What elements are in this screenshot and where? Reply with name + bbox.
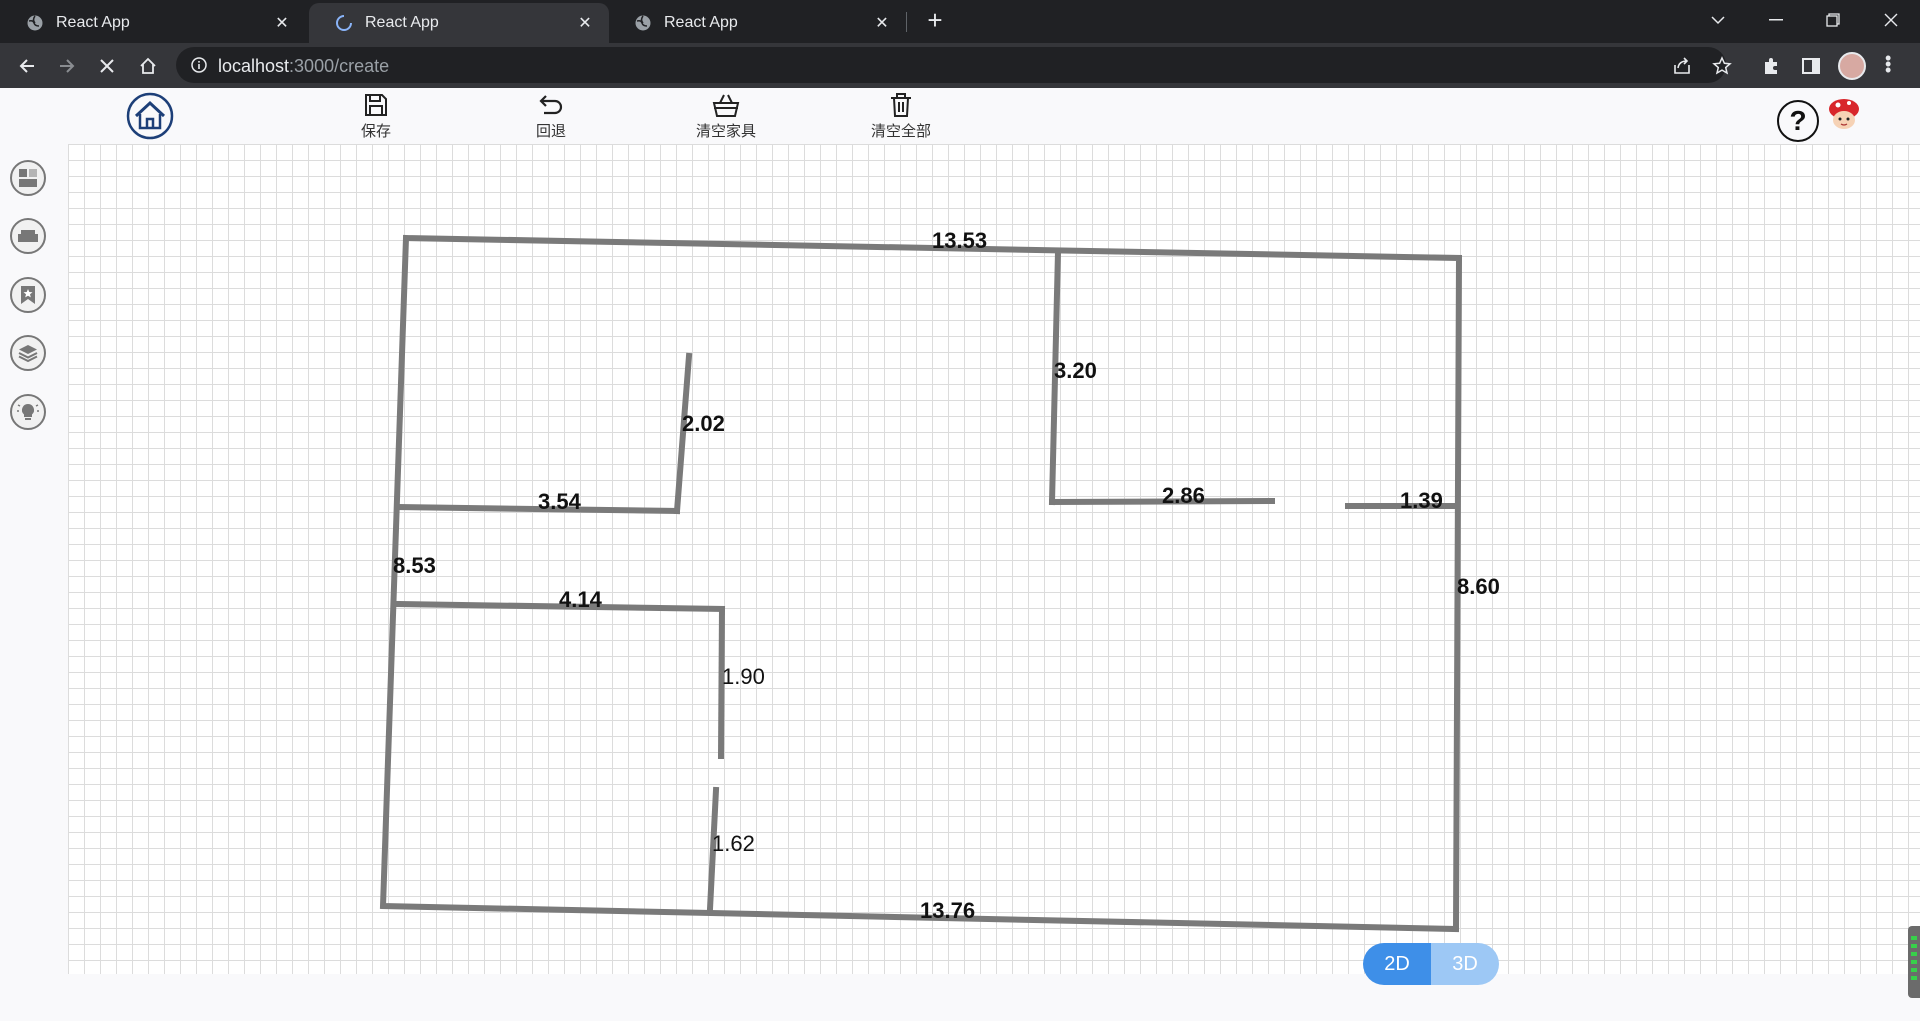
sidebar-item-layout[interactable] <box>10 160 46 196</box>
bookmark-star-icon <box>21 286 35 304</box>
dimension-label: 8.53 <box>393 553 436 578</box>
app-root: 保存 回退 清空家具 清空全部 ? <box>0 88 1920 1021</box>
room-layout-icon <box>19 169 37 187</box>
close-window-icon[interactable] <box>1863 0 1919 40</box>
clear-furniture-button[interactable]: 清空家具 <box>686 90 766 141</box>
url-host: localhost <box>218 56 290 76</box>
close-icon[interactable]: ✕ <box>875 15 889 32</box>
browser-toolbar: localhost:3000/create • • • <box>0 43 1920 88</box>
dimension-label: 13.76 <box>920 898 975 923</box>
save-icon <box>336 90 416 120</box>
edge-scroll-handle[interactable] <box>1908 926 1920 998</box>
close-icon[interactable]: ✕ <box>578 15 592 32</box>
help-button[interactable]: ? <box>1777 100 1819 142</box>
inner-wall[interactable] <box>394 503 681 515</box>
extensions-icon[interactable] <box>1758 53 1784 79</box>
dimension-label: 3.20 <box>1054 358 1097 383</box>
save-button[interactable]: 保存 <box>336 90 416 141</box>
outer-wall[interactable] <box>379 234 1463 933</box>
inner-wall[interactable] <box>1048 248 1062 506</box>
more-menu-icon[interactable]: • • • <box>1885 48 1892 80</box>
tab-title: React App <box>664 14 738 31</box>
floorplan-drawing[interactable]: 13.53 3.20 2.02 3.54 2.86 1.39 8.53 8.60… <box>0 88 1920 1021</box>
close-icon[interactable]: ✕ <box>275 15 289 32</box>
inner-wall[interactable] <box>1048 497 1276 506</box>
canvas-footer <box>68 974 1920 1021</box>
layers-icon <box>18 345 38 363</box>
loading-spinner-icon <box>335 14 353 32</box>
lightbulb-icon <box>17 403 39 420</box>
home-icon[interactable] <box>133 51 163 81</box>
url-text[interactable]: localhost:3000/create <box>218 56 389 77</box>
clear-all-button[interactable]: 清空全部 <box>861 90 941 141</box>
sidebar-item-favorites[interactable] <box>10 277 46 313</box>
inner-wall[interactable] <box>395 600 726 613</box>
stop-loading-icon[interactable] <box>92 51 122 81</box>
browser-tab-1[interactable]: React App ✕ <box>0 3 306 43</box>
basket-icon <box>686 90 766 120</box>
sidebar-item-lighting[interactable] <box>10 394 46 430</box>
dimension-label: 1.39 <box>1400 488 1443 513</box>
address-bar[interactable]: localhost:3000/create <box>176 47 1732 83</box>
browser-tab-3[interactable]: React App ✕ <box>608 3 906 43</box>
inner-wall[interactable] <box>673 352 693 515</box>
dimension-label: 2.86 <box>1162 483 1205 508</box>
app-header: 保存 回退 清空家具 清空全部 ? <box>0 88 1920 144</box>
floorplan-canvas[interactable] <box>68 144 1920 974</box>
minimize-icon[interactable] <box>1748 0 1804 40</box>
tab-title: React App <box>56 14 130 31</box>
sidebar-item-layers[interactable] <box>10 335 46 371</box>
side-panel-icon[interactable] <box>1798 53 1824 79</box>
tab-separator <box>906 12 907 32</box>
view-mode-toggle[interactable]: 2D 3D <box>1363 943 1499 985</box>
dimension-label: 2.02 <box>682 411 725 436</box>
clear-furniture-label: 清空家具 <box>695 122 756 140</box>
globe-icon <box>26 14 44 32</box>
view-3d-button[interactable]: 3D <box>1431 943 1499 985</box>
save-label: 保存 <box>360 122 391 140</box>
share-icon[interactable] <box>1672 56 1692 76</box>
dimension-label: 3.54 <box>538 489 582 514</box>
dimension-label: 4.14 <box>559 587 603 612</box>
forward-icon[interactable] <box>52 51 82 81</box>
dimension-label: 1.62 <box>712 831 755 856</box>
profile-avatar[interactable] <box>1838 52 1866 80</box>
sidebar-item-furniture[interactable] <box>10 218 46 254</box>
user-avatar[interactable] <box>1826 96 1862 132</box>
dimension-label: 13.53 <box>932 228 987 253</box>
new-tab-button[interactable]: + <box>927 5 943 35</box>
view-2d-button[interactable]: 2D <box>1363 943 1431 985</box>
dimension-label: 8.60 <box>1457 574 1500 599</box>
sofa-icon <box>18 230 38 242</box>
globe-icon <box>634 14 652 32</box>
tab-title: React App <box>365 14 439 31</box>
bookmark-star-outline-icon[interactable] <box>1712 56 1732 76</box>
left-sidebar <box>0 144 56 1021</box>
inner-wall[interactable] <box>706 786 720 913</box>
home-logo-icon[interactable] <box>126 92 174 140</box>
undo-label: 回退 <box>535 122 566 140</box>
inner-wall[interactable] <box>717 605 726 760</box>
url-path: :3000/create <box>289 56 390 76</box>
browser-tab-bar: React App ✕ React App ✕ React App ✕ + <box>0 0 1920 43</box>
undo-button[interactable]: 回退 <box>511 90 591 141</box>
site-info-icon[interactable] <box>190 56 208 74</box>
dimension-label: 1.90 <box>722 664 765 689</box>
clear-all-label: 清空全部 <box>870 122 931 140</box>
restore-icon[interactable] <box>1805 0 1861 40</box>
browser-tab-2[interactable]: React App ✕ <box>309 3 609 43</box>
undo-icon <box>511 90 591 120</box>
tab-search-icon[interactable] <box>1690 0 1746 40</box>
trash-icon <box>861 90 941 120</box>
back-icon[interactable] <box>12 51 42 81</box>
